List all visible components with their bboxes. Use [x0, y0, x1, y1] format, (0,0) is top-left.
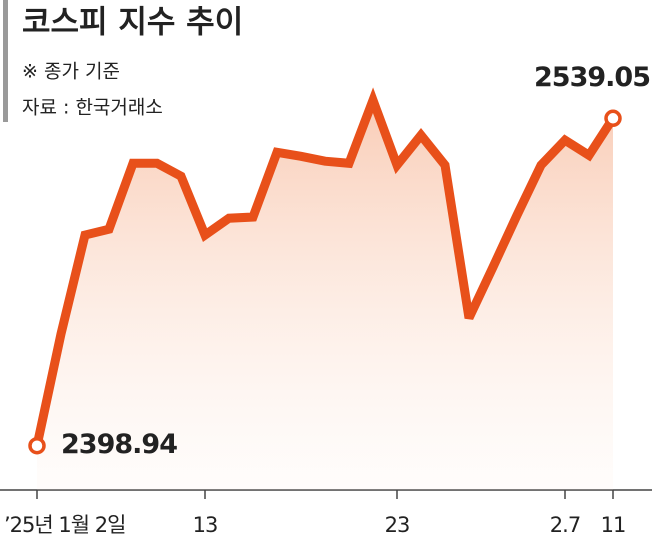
data-label: 2539.05: [534, 62, 650, 93]
line: [32, 87, 617, 447]
x-tick-label: 13: [193, 513, 218, 537]
chart-title: 코스피 지수 추이: [22, 5, 243, 41]
data-label: 2398.94: [61, 429, 177, 460]
source: 자료 : 한국거래소: [22, 97, 163, 119]
area-fill: [37, 100, 613, 491]
end-marker: [604, 109, 622, 128]
x-tick-label: 2.7: [550, 513, 580, 537]
x-tick-label: 23: [385, 513, 410, 537]
title-bar: [3, 0, 8, 122]
end-marker: [28, 436, 46, 455]
x-tick-label: 11: [601, 513, 626, 537]
x-tick-label: ’25년 1월 2일: [4, 513, 125, 537]
subtitle: ※ 종가 기준: [22, 61, 120, 83]
